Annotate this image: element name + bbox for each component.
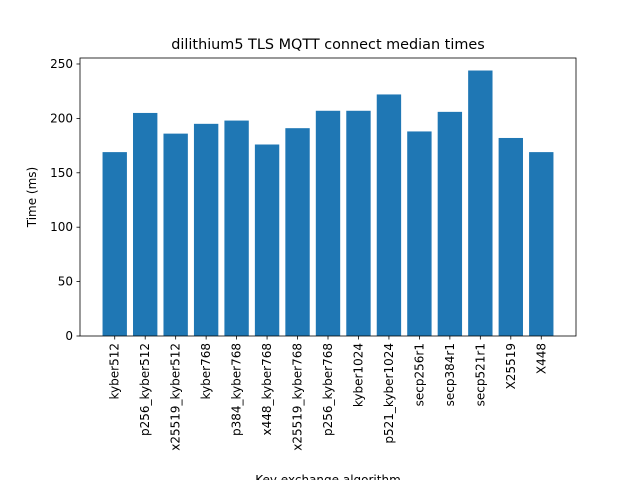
x-tick-label: X448 <box>534 343 548 374</box>
plot-frame <box>79 57 577 337</box>
x-tick-label: secp521r1 <box>473 343 487 406</box>
bar <box>407 131 432 336</box>
x-tick-label: p256_kyber512 <box>138 343 152 436</box>
y-tick-label: 100 <box>50 220 73 234</box>
chart-title: dilithium5 TLS MQTT connect median times <box>171 37 484 53</box>
y-tick-label: 0 <box>65 329 73 343</box>
bar <box>468 70 493 336</box>
bar <box>437 111 463 336</box>
bar <box>315 110 341 337</box>
y-tick-label: 200 <box>50 111 73 125</box>
bar <box>163 133 188 336</box>
x-tick-label: x448_kyber768 <box>260 343 274 435</box>
x-tick-label: p521_kyber1024 <box>382 343 396 444</box>
x-axis-label: Key exchange algorithm <box>255 473 401 480</box>
y-tick-label: 50 <box>58 275 73 289</box>
x-tick-label: secp384r1 <box>443 343 457 406</box>
bar <box>376 94 402 336</box>
y-tick-label: 250 <box>50 57 73 71</box>
x-tick-label: secp256r1 <box>412 343 426 406</box>
x-tick-label: x25519_kyber512 <box>169 343 183 451</box>
bar <box>224 120 249 336</box>
x-tick-label: x25519_kyber768 <box>291 343 305 451</box>
bar <box>529 152 554 336</box>
x-tick-label: p384_kyber768 <box>230 343 244 436</box>
bar <box>498 137 523 336</box>
bar <box>285 128 310 336</box>
bar <box>254 144 280 336</box>
x-tick-label: X25519 <box>504 343 518 389</box>
bar <box>102 152 127 336</box>
y-axis-label: Time (ms) <box>25 167 39 229</box>
x-tick-label: kyber1024 <box>351 343 365 407</box>
x-tick-label: p256_kyber768 <box>321 343 335 436</box>
bar <box>193 123 219 336</box>
bar <box>133 112 158 336</box>
x-tick-label: kyber512 <box>108 343 122 399</box>
y-tick-label: 150 <box>50 166 73 180</box>
x-tick-label: kyber768 <box>199 343 213 399</box>
bar <box>346 110 371 337</box>
